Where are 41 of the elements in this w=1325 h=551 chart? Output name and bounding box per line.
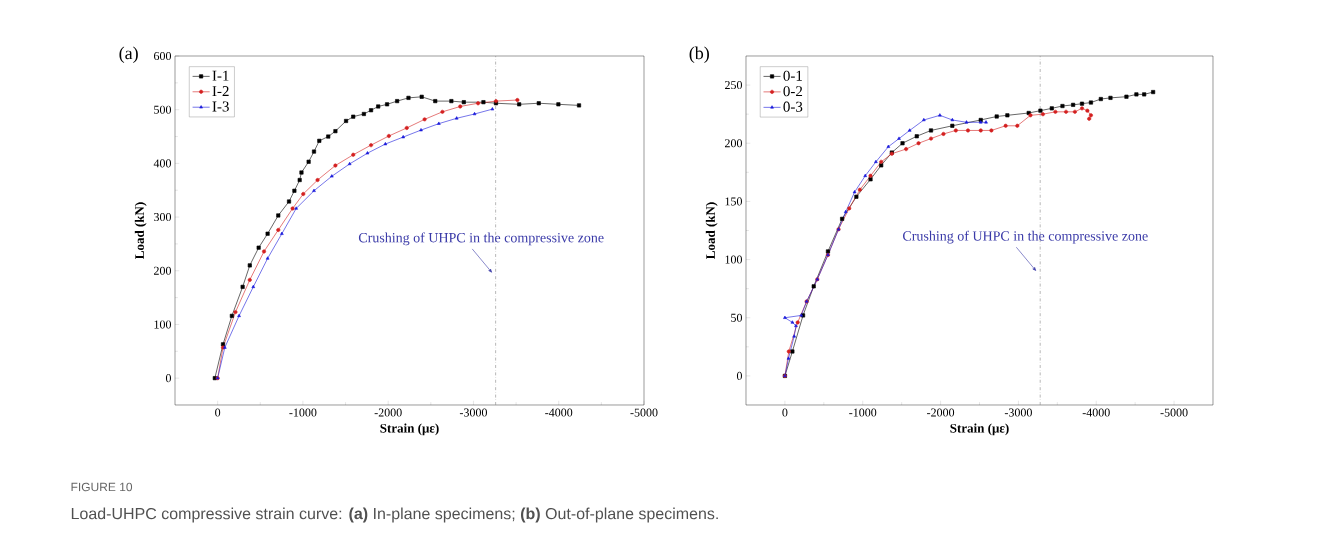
x-tick-label: -1000 — [849, 408, 877, 417]
x-tick-label: -2000 — [374, 408, 402, 417]
legend-label: I-2 — [212, 86, 229, 96]
legend-label: 0-1 — [783, 70, 802, 81]
x-tick-label: -4000 — [1082, 408, 1110, 417]
caption: FIGURE 10 — [71, 482, 133, 492]
annotation: Crushing of UHPC in the compressive zone — [358, 232, 604, 246]
x-tick-label: -2000 — [927, 408, 955, 417]
y-tick-label: 400 — [153, 159, 172, 168]
y-axis-title: Load (kN) — [705, 202, 718, 259]
y-tick-label: 300 — [154, 213, 172, 222]
x-tick-label: -4000 — [545, 408, 573, 417]
annotation: Crushing of UHPC in the compressive zone — [903, 230, 1148, 244]
y-tick-label: 500 — [154, 105, 172, 114]
legend-label: 0-3 — [783, 101, 803, 112]
legend-label: I-3 — [212, 101, 229, 112]
x-tick-label: -5000 — [1160, 408, 1188, 417]
x-tick-label: -1000 — [289, 408, 317, 417]
y-tick-label: 600 — [153, 51, 172, 61]
x-tick-label: 0 — [782, 408, 788, 417]
y-tick-label: 100 — [154, 320, 172, 329]
y-tick-label: 0 — [165, 374, 172, 383]
x-tick-label: -3000 — [459, 408, 487, 417]
y-tick-label: 200 — [725, 139, 742, 148]
text: Load-UHPC compressive strain curve: (a) In-plane specimens; (b) Out-of-plane specimens. — [71, 507, 718, 523]
chart-title: (a) — [119, 46, 138, 63]
x-axis-title: Strain (με) — [950, 423, 1009, 436]
y-tick-label: 150 — [725, 197, 742, 206]
y-tick-label: 0 — [736, 371, 742, 380]
legend-label: 0-2 — [783, 86, 803, 97]
y-axis-title: Load (kN) — [134, 202, 147, 259]
y-tick-label: 250 — [725, 81, 742, 90]
chart-title: (b) — [689, 46, 709, 63]
y-tick-label: 200 — [154, 266, 172, 275]
y-tick-label: 100 — [725, 255, 742, 264]
legend-label: I-1 — [212, 70, 229, 81]
x-tick-label: -5000 — [630, 408, 658, 417]
x-axis-title: Strain (με) — [380, 423, 439, 436]
x-tick-label: 0 — [215, 408, 221, 417]
y-tick-label: 50 — [731, 313, 742, 322]
x-tick-label: -3000 — [1004, 408, 1032, 417]
